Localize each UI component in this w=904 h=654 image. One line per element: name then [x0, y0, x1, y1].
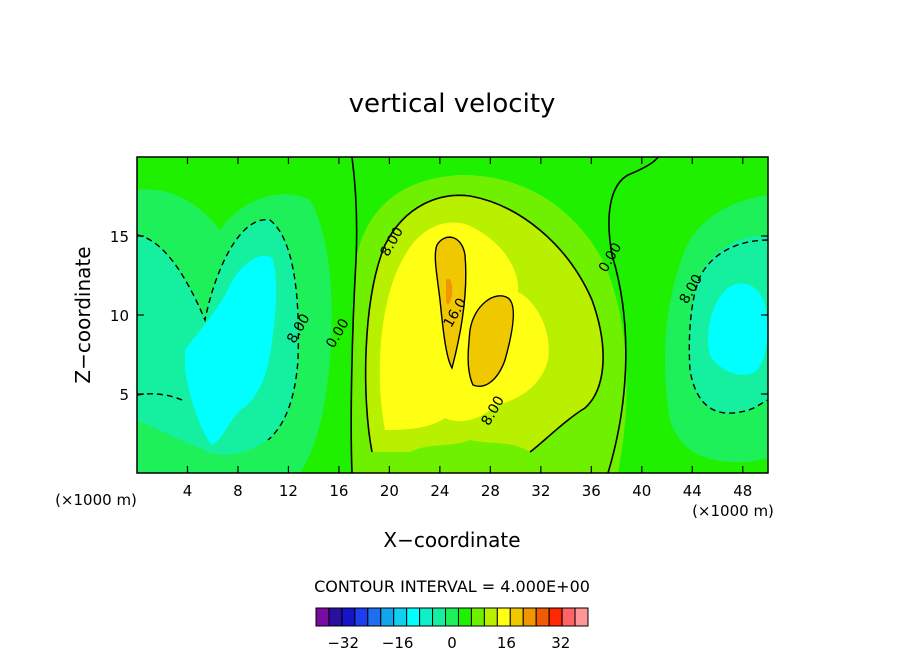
x-tick-label: 16 — [329, 482, 348, 500]
y-tick-label: 15 — [110, 228, 129, 246]
colorbar-swatch — [367, 607, 382, 627]
colorbar-swatch — [393, 607, 408, 627]
colorbar-swatch — [483, 607, 498, 627]
colorbar-swatch — [328, 607, 343, 627]
colorbar-swatch — [406, 607, 421, 627]
x-tick-label: 4 — [183, 482, 193, 500]
colorbar-swatch — [496, 607, 511, 627]
contour-line-right-neg8 — [688, 239, 768, 414]
x-axis-ticks: 4 8 12 16 20 24 28 32 36 40 44 48 — [183, 157, 752, 500]
colorbar-ticks: −32 −16 0 16 32 — [327, 634, 570, 652]
colorbar-swatch — [470, 607, 485, 627]
x-tick-label: 12 — [279, 482, 298, 500]
colorbar-swatch — [341, 607, 356, 627]
colorbar-swatch — [574, 607, 589, 627]
colorbar-swatch — [380, 607, 395, 627]
contour-line-zero-right — [607, 157, 659, 473]
colorbar-swatch — [522, 607, 537, 627]
plot-area — [137, 157, 768, 473]
contour-line-zero-central — [350, 157, 358, 473]
contour-line-left-neg8 — [137, 219, 300, 441]
x-tick-label: 8 — [233, 482, 243, 500]
colorbar-swatch — [548, 607, 563, 627]
x-tick-label: 48 — [733, 482, 752, 500]
colorbar-tick-label: 16 — [497, 634, 516, 652]
colorbar-swatch — [445, 607, 459, 627]
contour-interval-note: CONTOUR INTERVAL = 4.000E+00 — [314, 577, 590, 596]
colorbar-swatch — [432, 607, 447, 627]
colorbar-swatch — [509, 607, 524, 627]
x-tick-label: 36 — [582, 482, 601, 500]
contour-fill-core-lower — [468, 295, 514, 387]
contour-fill-right-12 — [708, 283, 768, 375]
contour-line-sixteen — [434, 236, 467, 370]
y-axis-label: Z−coordinate — [71, 246, 95, 383]
colorbar-swatch — [354, 607, 369, 627]
contour-fill-core-upper — [435, 237, 466, 368]
colorbar — [315, 607, 589, 627]
x-tick-label: 40 — [632, 482, 651, 500]
contour-line-eight-central — [364, 194, 604, 453]
colorbar-tick-label: 32 — [551, 634, 570, 652]
colorbar-swatch — [535, 607, 550, 627]
x-tick-label: 28 — [481, 482, 500, 500]
x-axis-label: X−coordinate — [383, 528, 520, 552]
x-tick-label: 32 — [531, 482, 550, 500]
y-tick-label: 5 — [119, 386, 129, 404]
chart-title: vertical velocity — [349, 89, 556, 119]
colorbar-swatch — [419, 607, 434, 627]
colorbar-swatch — [561, 607, 576, 627]
contour-fill-left-12 — [185, 255, 277, 445]
x-tick-label: 20 — [380, 482, 399, 500]
x-tick-label: 44 — [683, 482, 702, 500]
colorbar-tick-label: −32 — [327, 634, 359, 652]
x-unit-left: (×1000 m) — [55, 491, 137, 509]
contour-line-sixteen-lower — [467, 295, 514, 387]
colorbar-tick-label: −16 — [382, 634, 414, 652]
x-tick-label: 24 — [430, 482, 449, 500]
contour-fill-core-peak — [446, 278, 453, 305]
contour-fill-band-12 — [379, 222, 549, 430]
y-axis-ticks: 5 10 15 — [110, 228, 768, 404]
y-tick-label: 10 — [110, 307, 129, 325]
colorbar-swatch — [315, 607, 330, 627]
x-unit-right: (×1000 m) — [692, 502, 774, 520]
colorbar-swatch — [457, 607, 472, 627]
colorbar-tick-label: 0 — [447, 634, 457, 652]
